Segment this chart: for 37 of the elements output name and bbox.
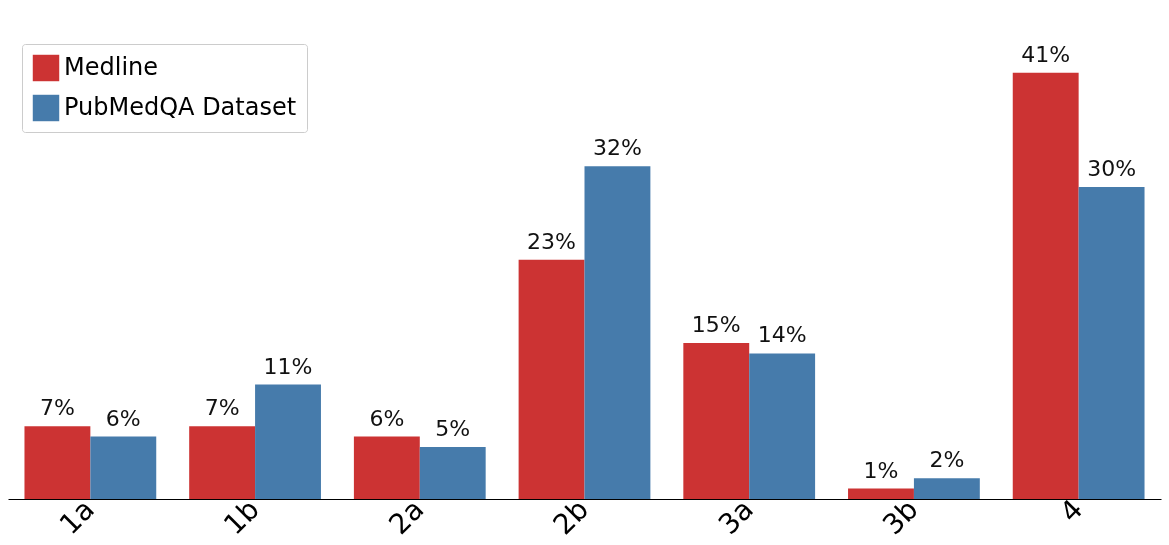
data-label: 41% bbox=[1021, 41, 1071, 67]
data-label: 11% bbox=[263, 353, 313, 379]
data-label: 2% bbox=[929, 447, 965, 473]
bar bbox=[353, 436, 420, 499]
bar bbox=[518, 259, 585, 499]
data-label: 15% bbox=[691, 312, 741, 338]
x-tick-label: 1b bbox=[217, 492, 266, 542]
x-tick-label: 2b bbox=[546, 492, 596, 542]
bar bbox=[90, 436, 157, 499]
bar bbox=[24, 426, 91, 499]
bar bbox=[255, 384, 321, 499]
legend-label: PubMedQA Dataset bbox=[64, 93, 297, 121]
data-label: 30% bbox=[1087, 156, 1137, 182]
bar bbox=[1012, 72, 1079, 499]
x-tick-label: 3b bbox=[876, 492, 925, 542]
x-tick-label: 2a bbox=[382, 492, 431, 541]
bar bbox=[913, 478, 980, 499]
data-label: 32% bbox=[592, 135, 642, 161]
bar bbox=[584, 166, 651, 499]
bar bbox=[749, 353, 816, 499]
x-tick-label: 1a bbox=[52, 492, 101, 541]
legend-label: Medline bbox=[64, 53, 159, 81]
x-tick-label: 3a bbox=[711, 492, 760, 541]
x-tick-label: 4 bbox=[1053, 492, 1090, 529]
data-label: 6% bbox=[369, 405, 405, 431]
bar bbox=[683, 343, 750, 499]
data-label: 23% bbox=[527, 228, 577, 254]
bar bbox=[419, 447, 486, 499]
data-label: 14% bbox=[757, 322, 807, 348]
data-label: 7% bbox=[204, 395, 240, 421]
data-label: 6% bbox=[105, 405, 141, 431]
data-label: 5% bbox=[435, 416, 471, 441]
data-label: 1% bbox=[863, 457, 899, 483]
bar bbox=[189, 426, 256, 499]
data-label: 7% bbox=[39, 395, 75, 421]
bar bbox=[848, 488, 914, 499]
bar bbox=[1078, 187, 1145, 499]
